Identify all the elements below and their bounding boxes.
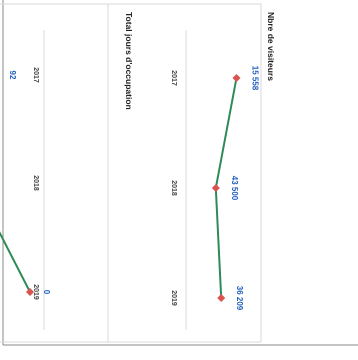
panel-occupation-marks: [26, 288, 34, 296]
panel-visitors-title: Nbre de visiteurs: [266, 12, 276, 81]
category-tick-label: 2017: [32, 67, 39, 83]
data-point-marker: [232, 74, 241, 82]
data-point-marker: [211, 184, 220, 192]
panel-occupation-labels: 921510: [8, 71, 51, 295]
category-tick-label: 2018: [32, 175, 39, 191]
panel-visitors-marks: [211, 74, 241, 302]
data-label: 15 558: [250, 66, 259, 91]
panel-visitors-ticks: 2017 2018 2019: [170, 70, 177, 306]
panel-occupation-border: [0, 3, 109, 343]
data-label: 36 209: [235, 286, 244, 311]
panel-occupation-series-line: [0, 231, 31, 293]
panel-occupation-title: Total jours d'occupation: [124, 12, 134, 110]
data-point-marker: [26, 288, 34, 296]
data-point-marker: [217, 294, 226, 302]
panel-occupation-ticks: 2017 2018 2019: [32, 67, 39, 300]
category-tick-label: 2019: [32, 284, 39, 300]
panel-occupation: Total jours d'occupation 2017 2018 2019 92…: [0, 3, 134, 343]
data-label: 43 500: [230, 176, 239, 201]
data-label: 0: [42, 290, 51, 295]
category-tick-label: 2018: [170, 180, 177, 196]
data-label: 92: [8, 71, 17, 80]
panel-visitors-labels: 15 558 43 500 36 209: [230, 66, 260, 311]
category-tick-label: 2017: [170, 70, 177, 86]
category-tick-label: 2019: [170, 290, 177, 306]
